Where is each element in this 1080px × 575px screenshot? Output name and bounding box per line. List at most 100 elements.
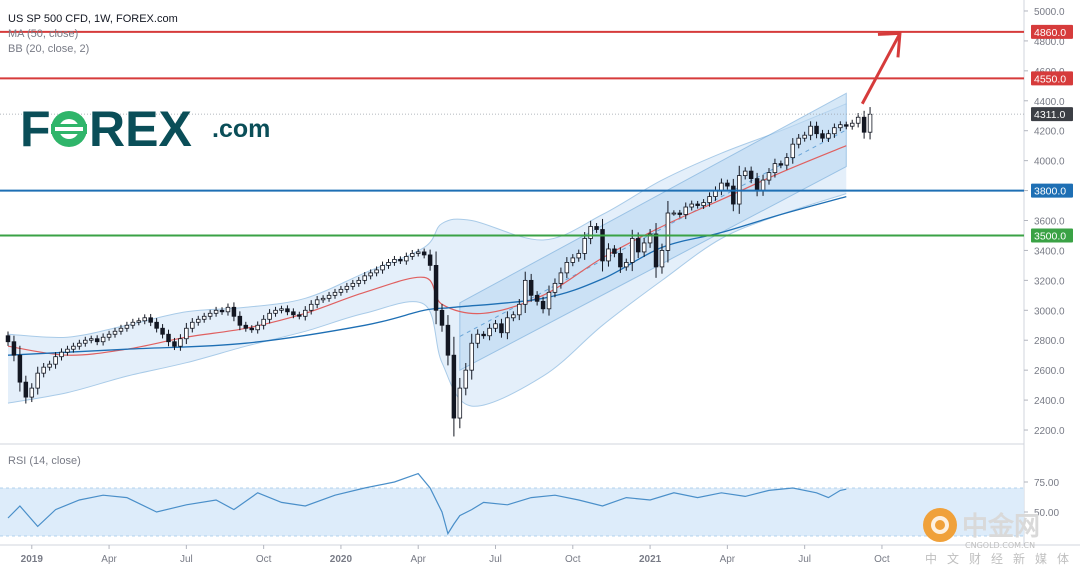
candle-body[interactable] [410, 253, 415, 257]
candle-body[interactable] [77, 342, 82, 347]
candle-body[interactable] [814, 125, 819, 135]
candle-body[interactable] [243, 324, 249, 329]
candle-body[interactable] [380, 265, 385, 271]
candle-body[interactable] [118, 327, 124, 332]
bb-indicator-label[interactable]: BB (20, close, 2) [8, 43, 89, 55]
candle-body[interactable] [124, 324, 130, 329]
candle-body[interactable] [659, 250, 665, 268]
candle-body[interactable] [742, 170, 748, 177]
candle-body[interactable] [47, 363, 52, 368]
candle-body[interactable] [184, 327, 189, 340]
candle-body[interactable] [249, 327, 254, 331]
candle-body[interactable] [433, 265, 439, 311]
candle-body[interactable] [88, 338, 94, 341]
candle-body[interactable] [493, 323, 498, 329]
candle-body[interactable] [588, 226, 593, 239]
candle-body[interactable] [196, 318, 201, 323]
candle-body[interactable] [546, 291, 552, 310]
candle-body[interactable] [570, 257, 576, 263]
candle-body[interactable] [558, 272, 564, 284]
candle-body[interactable] [166, 333, 171, 343]
candle-body[interactable] [618, 253, 623, 268]
candle-body[interactable] [820, 133, 825, 139]
candle-body[interactable] [808, 125, 813, 136]
candle-body[interactable] [112, 330, 118, 335]
candle-body[interactable] [130, 321, 136, 326]
rsi-indicator-label[interactable]: RSI (14, close) [8, 455, 81, 467]
candle-body[interactable] [53, 356, 58, 365]
candle-body[interactable] [386, 262, 391, 266]
candle-body[interactable] [517, 303, 522, 316]
candle-body[interactable] [552, 282, 558, 293]
candle-body[interactable] [695, 203, 700, 206]
candle-body[interactable] [606, 248, 611, 262]
candle-body[interactable] [291, 311, 296, 316]
candle-body[interactable] [421, 251, 427, 256]
candle-body[interactable] [772, 163, 778, 174]
candle-body[interactable] [338, 288, 344, 293]
candle-body[interactable] [106, 333, 112, 338]
candle-body[interactable] [790, 143, 796, 159]
candle-body[interactable] [374, 269, 379, 274]
candle-body[interactable] [457, 387, 463, 419]
candle-body[interactable] [279, 308, 284, 311]
candle-body[interactable] [505, 317, 510, 334]
candle-body[interactable] [350, 282, 356, 287]
candle-body[interactable] [600, 229, 605, 262]
candle-body[interactable] [677, 212, 683, 215]
candle-body[interactable] [838, 124, 843, 129]
candle-body[interactable] [647, 233, 653, 244]
candle-body[interactable] [528, 279, 534, 296]
candle-body[interactable] [154, 321, 159, 329]
candle-body[interactable] [867, 113, 873, 133]
candle-body[interactable] [826, 133, 831, 139]
candle-body[interactable] [778, 163, 784, 166]
candle-body[interactable] [356, 279, 362, 284]
candle-body[interactable] [41, 366, 46, 374]
candle-body[interactable] [362, 275, 367, 281]
candle-body[interactable] [796, 137, 801, 145]
candle-body[interactable] [398, 259, 403, 262]
candle-body[interactable] [201, 315, 207, 320]
candle-body[interactable] [707, 196, 712, 203]
candle-body[interactable] [463, 369, 469, 389]
candle-body[interactable] [689, 203, 694, 208]
candle-body[interactable] [469, 342, 474, 371]
candle-body[interactable] [844, 124, 849, 127]
candle-body[interactable] [326, 294, 332, 299]
candle-body[interactable] [314, 299, 320, 305]
candle-body[interactable] [754, 178, 760, 191]
candle-body[interactable] [207, 312, 213, 317]
candle-body[interactable] [641, 242, 647, 253]
candle-body[interactable] [725, 182, 730, 187]
price-pane[interactable] [0, 0, 1080, 546]
candle-body[interactable] [273, 309, 278, 314]
candle-body[interactable] [784, 157, 790, 166]
candle-body[interactable] [320, 297, 326, 301]
candle-body[interactable] [832, 127, 837, 135]
ascending-channel[interactable] [459, 92, 847, 371]
candle-body[interactable] [344, 285, 350, 290]
candle-body[interactable] [451, 354, 457, 419]
candle-body[interactable] [308, 303, 314, 311]
candle-body[interactable] [731, 185, 736, 205]
ma-indicator-label[interactable]: MA (50, close) [8, 28, 78, 40]
candle-body[interactable] [368, 272, 373, 277]
candle-body[interactable] [576, 253, 581, 259]
candle-body[interactable] [225, 306, 231, 313]
candle-body[interactable] [534, 294, 540, 302]
candle-body[interactable] [855, 116, 861, 124]
candle-body[interactable] [178, 338, 183, 347]
candle-body[interactable] [190, 321, 195, 329]
candle-body[interactable] [522, 279, 528, 305]
rsi-pane[interactable] [0, 472, 1024, 537]
candle-body[interactable] [17, 354, 23, 383]
candle-body[interactable] [748, 170, 754, 179]
candle-body[interactable] [303, 309, 308, 317]
candle-body[interactable] [231, 306, 237, 317]
candle-body[interactable] [802, 134, 807, 139]
candle-body[interactable] [59, 351, 64, 358]
candle-body[interactable] [213, 309, 219, 314]
candle-body[interactable] [29, 387, 35, 398]
candle-body[interactable] [94, 338, 100, 343]
